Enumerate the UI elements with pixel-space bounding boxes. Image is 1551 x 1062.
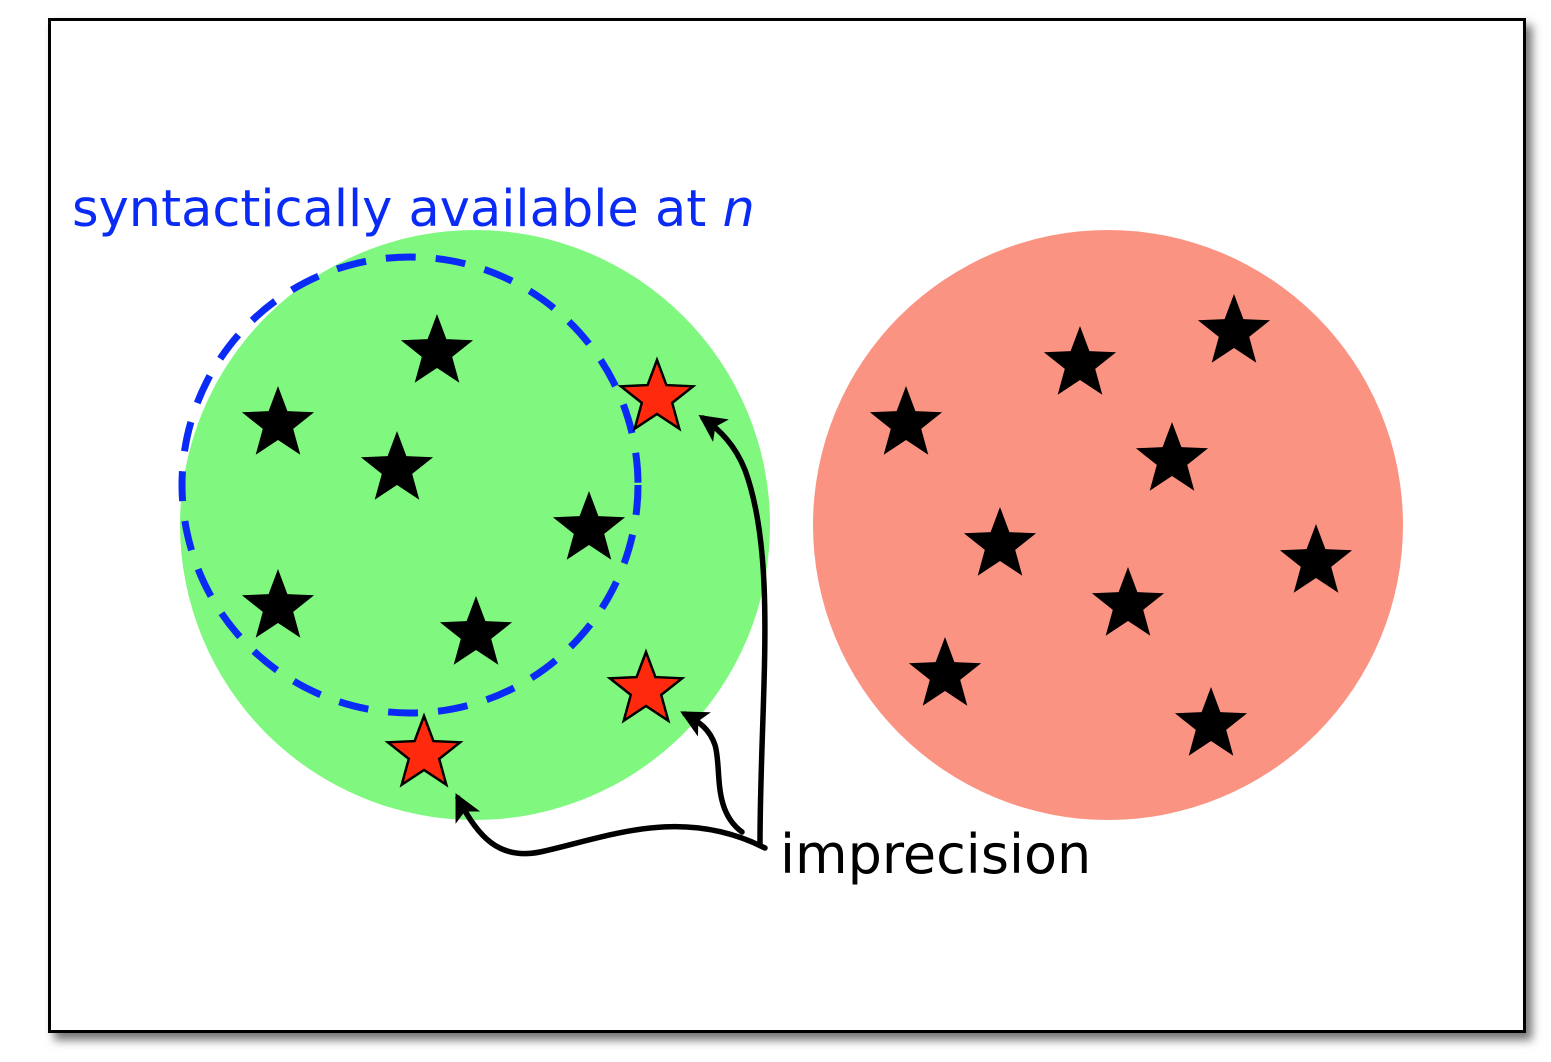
arrow-icon (698, 414, 768, 848)
syntactic-boundary (178, 253, 642, 717)
syntactic-label: syntactically available at n (72, 180, 755, 239)
imprecision-arrows (455, 414, 768, 857)
green-region (180, 230, 770, 820)
arrow-icon (455, 793, 768, 857)
syntactic-label-prefix: syntactically available at (72, 180, 722, 239)
syntactic-label-var: n (722, 180, 754, 239)
red-region (813, 230, 1403, 820)
imprecision-label: imprecision (780, 823, 1091, 886)
arrow-icon (680, 711, 745, 835)
